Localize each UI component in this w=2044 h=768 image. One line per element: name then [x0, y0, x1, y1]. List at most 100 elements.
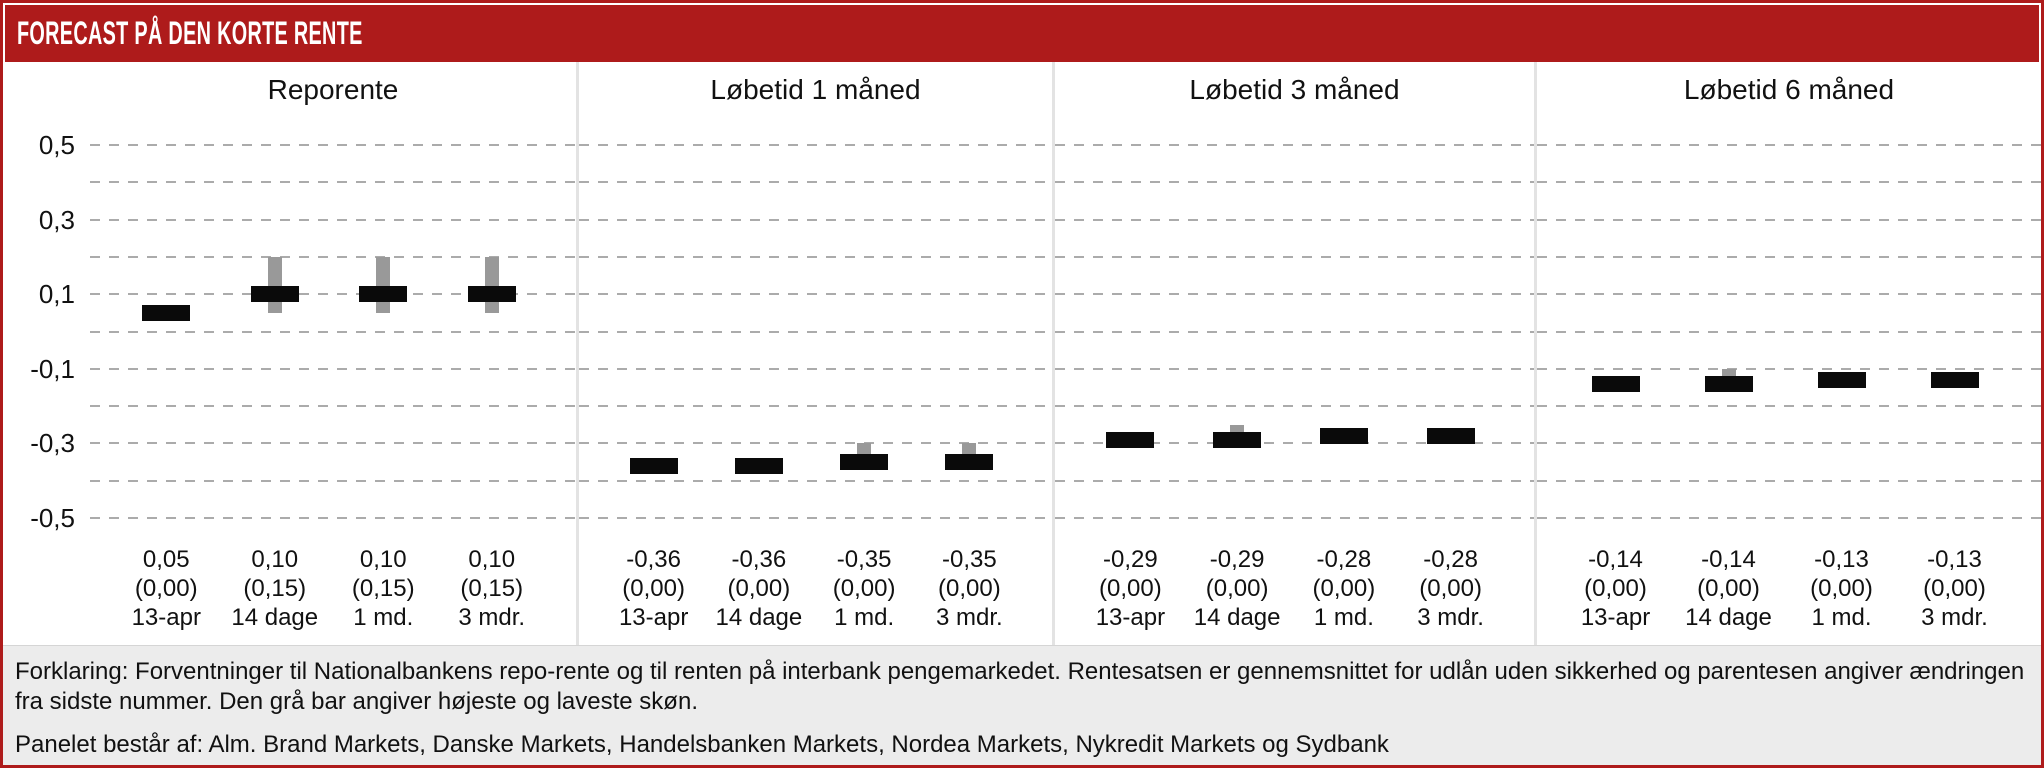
bar-value-label: -0,14 — [1701, 546, 1756, 573]
bar-period-label: 14 dage — [231, 604, 319, 631]
bar-labels-row: -0,29 (0,00) 13-apr -0,29 (0,00) 14 dage -0,28… — [1055, 545, 1534, 632]
range-bar — [267, 256, 282, 313]
gridline — [90, 293, 576, 296]
gridline — [1537, 293, 2041, 296]
gridline — [1055, 405, 1534, 408]
forecast-bar — [1930, 371, 1979, 388]
gridline — [1537, 405, 2041, 408]
bar-label-cell: -0,14 (0,00) 14 dage — [1672, 545, 1785, 632]
gridline — [1537, 330, 2041, 333]
y-axis-tick-label: -0,1 — [30, 353, 75, 384]
gridline — [90, 405, 576, 408]
gridline — [1055, 517, 1534, 519]
gridline — [1055, 442, 1534, 445]
bar-value-label: -0,28 — [1423, 546, 1478, 573]
panel-title: Løbetid 6 måned — [1683, 74, 1895, 105]
range-bar — [376, 256, 391, 313]
chart-area: 0,5 0,3 0,1 -0,1 -0,3 -0,5 Reporente 0,05 (0,00… — [3, 62, 2041, 645]
forecast-bar — [1319, 427, 1368, 444]
header-bar: FORECAST PÅ DEN KORTE RENTE — [5, 5, 2039, 62]
panel-reporente: Reporente 0,05 (0,00) 13-apr 0,10 (0,15) 14 da… — [3, 62, 576, 645]
bar-group — [1077, 145, 1184, 518]
gridline — [579, 330, 1052, 333]
bar-value-label: -0,36 — [626, 546, 681, 573]
gridline — [579, 517, 1052, 519]
y-axis-tick-label: -0,5 — [30, 503, 75, 533]
panel-løbetid-6-måned: Løbetid 6 måned -0,14 (0,00) 13-apr -0,14 (0,… — [1534, 62, 2041, 645]
bar-label-cell: -0,35 (0,00) 3 mdr. — [917, 545, 1022, 632]
bar-value-label: -0,35 — [836, 546, 892, 573]
bar-change-label: (0,00) — [1419, 575, 1482, 602]
forecast-bar — [629, 457, 678, 474]
forecast-bar — [1817, 371, 1866, 388]
forecast-bar — [250, 286, 299, 303]
bar-group — [1785, 145, 1898, 518]
forecast-bar — [840, 454, 889, 471]
bar-period-label: 1 md. — [1811, 604, 1872, 631]
gridline — [1537, 367, 2041, 370]
y-axis-tick-label: 0,1 — [38, 279, 75, 310]
forecast-bar — [359, 286, 408, 303]
gridline — [90, 218, 576, 221]
bar-period-label: 13-apr — [131, 604, 201, 631]
panel-title: Løbetid 1 måned — [710, 74, 921, 105]
gridline — [1537, 181, 2041, 184]
bar-group — [1672, 145, 1785, 518]
bar-value-label: -0,36 — [731, 546, 787, 573]
bar-change-label: (0,00) — [938, 575, 1001, 602]
gridline — [1537, 517, 2041, 519]
footer-explanation: Forklaring: Forventninger til Nationalba… — [15, 658, 2025, 715]
gridline — [90, 181, 576, 184]
bar-period-label: 1 md. — [834, 604, 895, 631]
bar-change-label: (0,00) — [1312, 575, 1376, 602]
bar-label-cell: -0,29 (0,00) 14 dage — [1184, 545, 1291, 632]
panel-title: Reporente — [267, 74, 399, 105]
bar-value-label: -0,13 — [1814, 546, 1869, 573]
gridline — [1537, 479, 2041, 482]
gridline — [579, 479, 1052, 482]
range-bar — [484, 256, 499, 313]
bar-label-cell: 0,10 (0,15) 14 dage — [221, 545, 330, 632]
bar-label-cell: -0,14 (0,00) 13-apr — [1559, 545, 1672, 632]
y-axis-tick-label: 0,3 — [38, 204, 75, 235]
bar-change-label: (0,15) — [460, 575, 524, 602]
bar-period-label: 13-apr — [1580, 604, 1651, 631]
gridline — [90, 144, 576, 146]
bar-group — [601, 145, 706, 518]
gridline — [1055, 293, 1534, 296]
bar-value-label: -0,13 — [1927, 546, 1982, 573]
gridline — [579, 293, 1052, 296]
plot-area — [1055, 144, 1534, 519]
bar-labels-row: -0,14 (0,00) 13-apr -0,14 (0,00) 14 dage -0,13… — [1537, 545, 2041, 632]
bar-change-label: (0,15) — [351, 575, 415, 602]
bar-group — [438, 145, 547, 518]
gridline — [579, 255, 1052, 258]
bar-labels-row: -0,36 (0,00) 13-apr -0,36 (0,00) 14 dage -0,35… — [579, 545, 1052, 632]
panel-title: Løbetid 3 måned — [1189, 74, 1400, 105]
bar-change-label: (0,15) — [243, 575, 307, 602]
bar-change-label: (0,00) — [134, 575, 198, 602]
bar-slots — [1537, 145, 2041, 518]
bar-group — [1291, 145, 1398, 518]
y-axis-tick-label: -0,3 — [30, 428, 75, 459]
bar-label-cell: 0,10 (0,15) 3 mdr. — [438, 545, 547, 632]
bar-group — [1898, 145, 2011, 518]
gridline — [1055, 218, 1534, 221]
bar-label-cell: -0,13 (0,00) 1 md. — [1785, 545, 1898, 632]
bar-period-label: 14 dage — [715, 604, 803, 631]
gridline — [1537, 218, 2041, 221]
gridline — [90, 517, 576, 519]
bar-group — [812, 145, 917, 518]
bar-value-label: -0,14 — [1588, 546, 1643, 573]
bar-period-label: 13-apr — [1095, 604, 1166, 631]
bar-group — [917, 145, 1022, 518]
panel-løbetid-3-måned: Løbetid 3 måned -0,29 (0,00) 13-apr -0,29 (0,… — [1052, 62, 1534, 645]
y-axis: 0,5 0,3 0,1 -0,1 -0,3 -0,5 — [3, 132, 75, 531]
bar-period-label: 1 md. — [1313, 604, 1374, 631]
gridline — [579, 367, 1052, 370]
panel-løbetid-1-måned: Løbetid 1 måned -0,36 (0,00) 13-apr -0,36 (0,… — [576, 62, 1052, 645]
bar-group — [1184, 145, 1291, 518]
bar-label-cell: -0,28 (0,00) 1 md. — [1291, 545, 1398, 632]
gridline — [1055, 367, 1534, 370]
gridline — [579, 144, 1052, 146]
